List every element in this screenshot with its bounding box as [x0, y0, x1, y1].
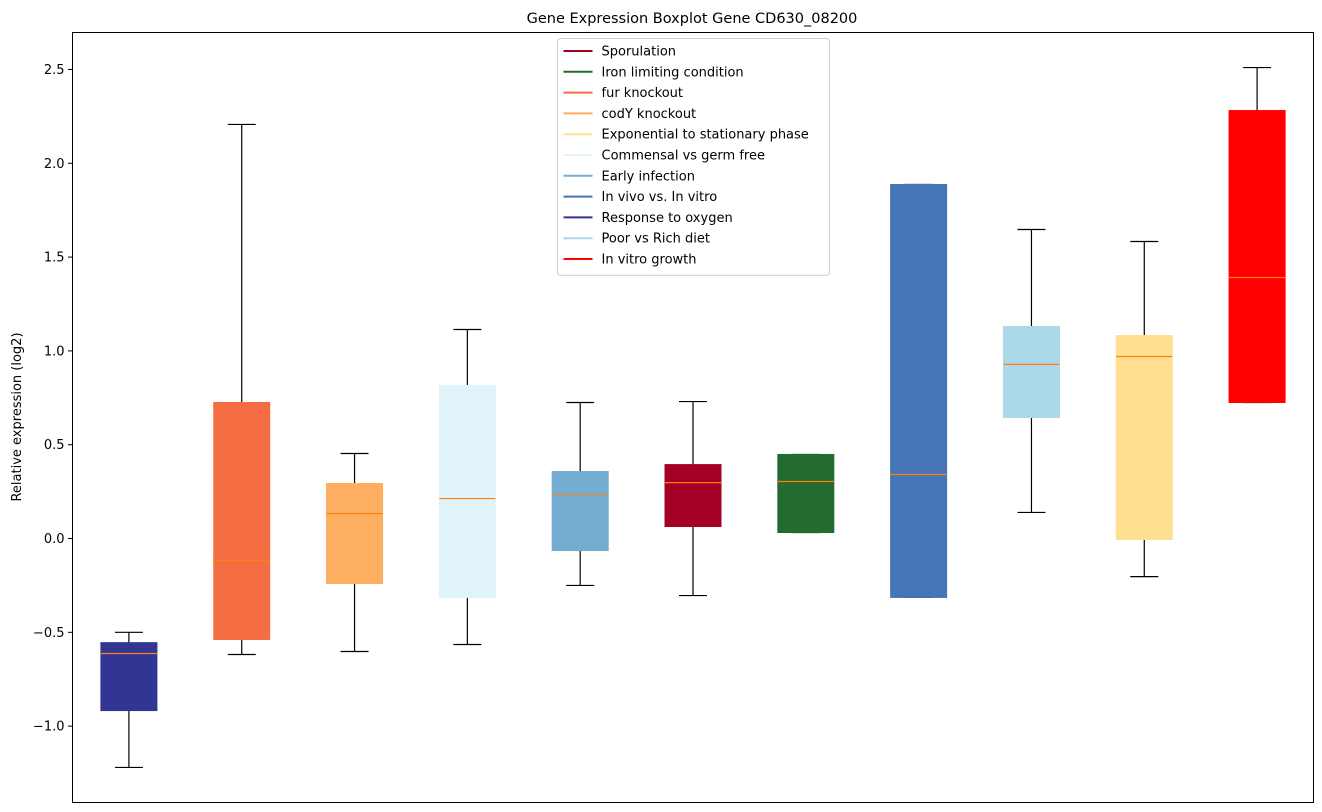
box-poor-vs-rich-diet: [1002, 228, 1060, 514]
legend-label: fur knockout: [602, 86, 684, 101]
legend-item: fur knockout: [563, 86, 684, 101]
box-body: [890, 183, 948, 598]
box-response-to-oxygen: [100, 631, 158, 769]
y-tick-label: 2.0: [44, 157, 65, 172]
chart-title: Gene Expression Boxplot Gene CD630_08200: [527, 11, 858, 27]
y-axis: −1.0 −0.5 0.0 0.5 1.0 1.5 2.0 2.5: [33, 63, 73, 735]
box-in-vitro-growth: [1228, 66, 1286, 404]
y-tick-label: −0.5: [33, 626, 65, 641]
box-body: [100, 642, 158, 712]
box-body: [438, 384, 496, 598]
box-in-vivo-vs-in-vitro: [890, 183, 948, 599]
legend-item: Sporulation: [563, 45, 677, 60]
legend-item: codY knockout: [563, 107, 697, 122]
legend: Sporulation Iron limiting condition fur kn…: [557, 38, 830, 276]
y-axis-label: Relative expression (log2): [10, 332, 25, 501]
box-commensal-vs-germ-free: [438, 328, 496, 646]
y-tick-label: 1.5: [44, 251, 65, 266]
legend-item: Early infection: [563, 169, 695, 184]
box-iron-limiting-condition: [777, 453, 835, 534]
legend-label: Sporulation: [602, 45, 677, 60]
box-body: [213, 401, 271, 640]
box-cody-knockout: [326, 452, 384, 653]
legend-item: In vivo vs. In vitro: [563, 190, 718, 205]
box-early-infection: [551, 401, 609, 587]
legend-label: Early infection: [602, 169, 695, 184]
legend-label: Response to oxygen: [602, 211, 733, 226]
y-tick-label: 0.5: [44, 438, 65, 453]
legend-label: Iron limiting condition: [602, 65, 744, 80]
box-body: [551, 471, 609, 552]
box-body: [1228, 110, 1286, 403]
legend-item: Response to oxygen: [563, 211, 733, 226]
legend-item: Commensal vs germ free: [563, 149, 765, 164]
legend-label: Poor vs Rich diet: [602, 232, 710, 247]
y-tick-label: 1.0: [44, 344, 65, 359]
y-tick-label: 0.0: [44, 532, 65, 547]
box-exponential-to-stationary-phase: [1115, 240, 1173, 578]
legend-item: In vitro growth: [563, 253, 697, 268]
box-body: [326, 483, 384, 585]
box-sporulation: [664, 400, 722, 597]
box-body: [1115, 335, 1173, 540]
legend-label: Exponential to stationary phase: [602, 128, 809, 143]
legend-frame: [557, 38, 830, 276]
box-body: [664, 464, 722, 528]
legend-label: In vitro growth: [602, 253, 697, 268]
y-tick-label: −1.0: [33, 720, 65, 735]
plot-frame: [72, 32, 1314, 803]
box-body: [1002, 326, 1060, 419]
box-fur-knockout: [213, 123, 271, 656]
legend-label: Commensal vs germ free: [602, 149, 765, 164]
legend-item: Iron limiting condition: [563, 65, 744, 80]
box-body: [777, 453, 835, 534]
legend-label: In vivo vs. In vitro: [602, 190, 718, 205]
y-tick-label: 2.5: [44, 63, 65, 78]
legend-label: codY knockout: [602, 107, 697, 122]
legend-item: Poor vs Rich diet: [563, 232, 710, 247]
legend-item: Exponential to stationary phase: [563, 128, 809, 143]
boxes-group: [100, 66, 1286, 769]
